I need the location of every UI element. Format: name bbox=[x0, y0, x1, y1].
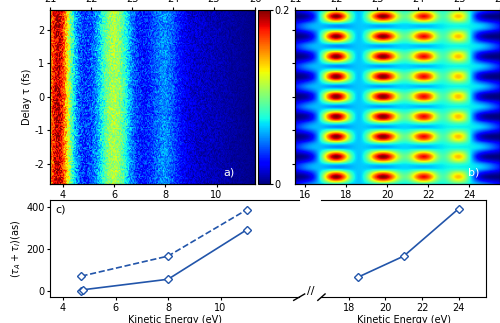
Text: a): a) bbox=[223, 167, 234, 177]
Y-axis label: Delay τ (fs): Delay τ (fs) bbox=[22, 69, 32, 125]
Y-axis label: $(\tau_A + \tau_I)$(as): $(\tau_A + \tau_I)$(as) bbox=[10, 220, 23, 278]
X-axis label: Kinetic Energy (eV): Kinetic Energy (eV) bbox=[128, 316, 222, 323]
Text: c): c) bbox=[55, 204, 66, 214]
Text: b): b) bbox=[468, 167, 479, 177]
Text: //: // bbox=[306, 286, 314, 296]
X-axis label: Kinetic Energy (eV): Kinetic Energy (eV) bbox=[357, 316, 451, 323]
X-axis label: Kinetic Energy (eV): Kinetic Energy (eV) bbox=[106, 203, 200, 213]
X-axis label: Kinetic Energy (eV): Kinetic Energy (eV) bbox=[350, 203, 444, 213]
